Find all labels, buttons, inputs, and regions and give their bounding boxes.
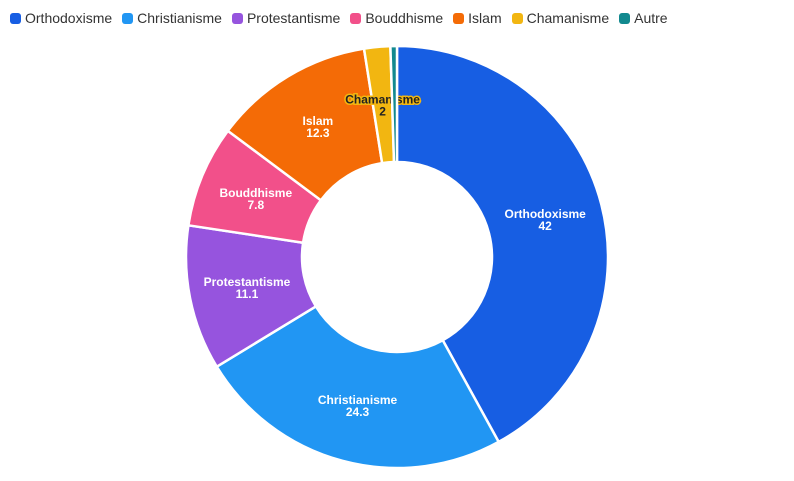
legend-swatch bbox=[350, 12, 362, 24]
slice-value-label: 24.3 bbox=[346, 405, 370, 419]
slice-autre[interactable] bbox=[389, 44, 399, 164]
slice-label: Orthodoxisme bbox=[505, 207, 587, 221]
slice-label: Bouddhisme bbox=[219, 186, 292, 200]
legend-item[interactable]: Bouddhisme bbox=[350, 10, 443, 26]
legend-label: Orthodoxisme bbox=[25, 10, 113, 26]
legend-item[interactable]: Autre bbox=[619, 10, 668, 26]
legend-item[interactable]: Christianisme bbox=[122, 10, 222, 26]
legend-label: Protestantisme bbox=[246, 10, 341, 26]
slice-value-label: 7.8 bbox=[247, 198, 264, 212]
legend-item[interactable]: Orthodoxisme bbox=[10, 10, 112, 26]
slice-value-label: 42 bbox=[539, 219, 553, 233]
slice-value-label: 2 bbox=[379, 105, 386, 119]
legend-swatch bbox=[619, 12, 631, 24]
legend-swatch bbox=[453, 12, 465, 24]
legend-item[interactable]: Chamanisme bbox=[511, 10, 610, 26]
legend-swatch bbox=[122, 12, 134, 24]
legend-label: Islam bbox=[468, 10, 502, 26]
slice-christianisme[interactable] bbox=[215, 305, 500, 470]
slice-value-label: 11.1 bbox=[236, 287, 259, 301]
legend-swatch bbox=[231, 12, 243, 24]
legend-item[interactable]: Islam bbox=[453, 10, 502, 26]
slice-orthodoxisme[interactable] bbox=[395, 44, 610, 444]
legend-swatch bbox=[511, 12, 523, 24]
slice-label: Chamanisme bbox=[345, 93, 420, 107]
slice-label: Protestantisme bbox=[204, 275, 291, 289]
slice-label: Christianisme bbox=[318, 393, 398, 407]
chart-legend: Orthodoxisme Christianisme Protestantisme B… bbox=[10, 10, 668, 26]
slice-value-label: 12.3 bbox=[306, 126, 330, 140]
legend-label: Bouddhisme bbox=[365, 10, 444, 26]
legend-label: Chamanisme bbox=[526, 10, 610, 26]
legend-label: Christianisme bbox=[137, 10, 222, 26]
legend-item[interactable]: Protestantisme bbox=[231, 10, 341, 26]
slice-label: Islam bbox=[303, 114, 334, 128]
legend-label: Autre bbox=[634, 10, 668, 26]
legend-swatch bbox=[10, 12, 21, 24]
